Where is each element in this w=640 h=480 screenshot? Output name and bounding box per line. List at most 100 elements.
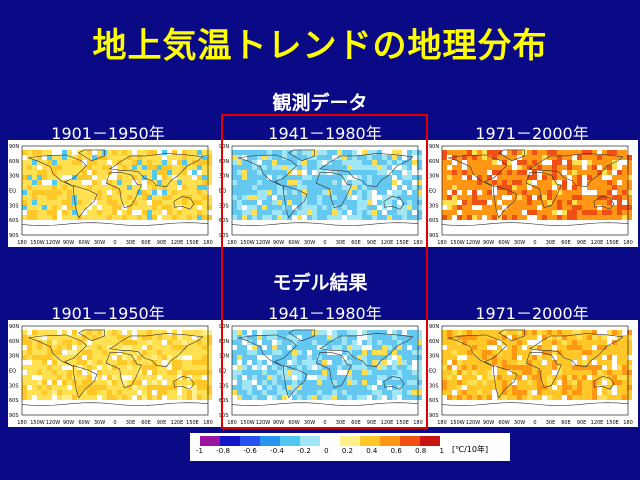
trend-cell xyxy=(577,395,582,400)
trend-cell xyxy=(607,395,612,400)
trend-cell xyxy=(27,165,32,170)
trend-cell xyxy=(447,350,452,355)
trend-cell xyxy=(267,185,272,190)
trend-cell xyxy=(167,200,172,205)
trend-cell xyxy=(22,390,27,395)
trend-cell xyxy=(87,215,92,220)
trend-cell xyxy=(377,350,382,355)
lon-tick-label: 120E xyxy=(381,240,394,246)
trend-cell xyxy=(492,350,497,355)
coastline xyxy=(283,185,308,219)
trend-cell xyxy=(472,375,477,380)
trend-cell xyxy=(527,355,532,360)
trend-cell xyxy=(297,215,302,220)
trend-cell xyxy=(542,200,547,205)
trend-cell xyxy=(317,165,322,170)
trend-cell xyxy=(207,180,212,185)
trend-cell xyxy=(442,210,447,215)
trend-cell xyxy=(342,190,347,195)
trend-cell xyxy=(122,165,127,170)
trend-cell xyxy=(172,210,177,215)
trend-cell xyxy=(477,175,482,180)
trend-cell xyxy=(167,345,172,350)
trend-cell xyxy=(467,330,472,335)
trend-cell xyxy=(87,355,92,360)
trend-cell xyxy=(387,350,392,355)
trend-cell xyxy=(627,350,632,355)
trend-cell xyxy=(572,190,577,195)
trend-cell xyxy=(142,150,147,155)
trend-cell xyxy=(87,155,92,160)
trend-cell xyxy=(27,160,32,165)
trend-cell xyxy=(512,360,517,365)
trend-cell xyxy=(482,395,487,400)
trend-cell xyxy=(117,200,122,205)
trend-cell xyxy=(37,160,42,165)
trend-cell xyxy=(462,360,467,365)
trend-cell xyxy=(367,330,372,335)
trend-cell xyxy=(397,340,402,345)
trend-cell xyxy=(142,170,147,175)
trend-cell xyxy=(392,395,397,400)
trend-cell xyxy=(417,185,422,190)
trend-cell xyxy=(567,200,572,205)
trend-cell xyxy=(492,335,497,340)
trend-cell xyxy=(467,360,472,365)
trend-cell xyxy=(557,185,562,190)
trend-cell xyxy=(382,195,387,200)
trend-cell xyxy=(122,350,127,355)
trend-cell xyxy=(392,345,397,350)
trend-cell xyxy=(37,175,42,180)
lon-tick-label: 30W xyxy=(304,240,315,246)
trend-cell xyxy=(82,385,87,390)
trend-cell xyxy=(202,365,207,370)
colorbar-segment xyxy=(320,436,340,446)
trend-cell xyxy=(482,160,487,165)
trend-cell xyxy=(382,155,387,160)
trend-cell xyxy=(102,365,107,370)
map-frame xyxy=(21,325,209,416)
trend-cell xyxy=(317,385,322,390)
trend-cell xyxy=(262,380,267,385)
trend-cell xyxy=(122,395,127,400)
trend-cell xyxy=(42,375,47,380)
trend-cell xyxy=(122,345,127,350)
trend-cell xyxy=(247,150,252,155)
trend-cell xyxy=(342,170,347,175)
trend-cell xyxy=(92,180,97,185)
trend-cell xyxy=(392,195,397,200)
trend-cell xyxy=(322,180,327,185)
trend-cell xyxy=(372,185,377,190)
trend-cell xyxy=(452,355,457,360)
trend-cell xyxy=(57,335,62,340)
trend-cell xyxy=(512,355,517,360)
observed-heading: 観測データ xyxy=(272,92,368,114)
lon-tick-label: 120E xyxy=(171,240,184,246)
trend-cell xyxy=(252,390,257,395)
trend-cell xyxy=(42,190,47,195)
trend-cell xyxy=(417,360,422,365)
trend-cell xyxy=(407,390,412,395)
trend-cell xyxy=(382,360,387,365)
trend-cell xyxy=(357,205,362,210)
trend-cell xyxy=(482,210,487,215)
colorbar-segment xyxy=(280,436,300,446)
trend-cell xyxy=(102,195,107,200)
trend-cell xyxy=(382,200,387,205)
trend-cell xyxy=(42,205,47,210)
trend-cell xyxy=(52,195,57,200)
trend-cell xyxy=(477,345,482,350)
trend-cell xyxy=(232,205,237,210)
trend-cell xyxy=(407,330,412,335)
trend-cell xyxy=(92,355,97,360)
trend-cell xyxy=(612,370,617,375)
trend-cell xyxy=(317,180,322,185)
colorbar-segment xyxy=(400,436,420,446)
trend-cell xyxy=(22,380,27,385)
trend-cell xyxy=(282,155,287,160)
lon-tick-label: 120W xyxy=(46,240,61,246)
trend-cell xyxy=(497,380,502,385)
trend-cell xyxy=(207,150,212,155)
trend-cell xyxy=(372,155,377,160)
trend-cell xyxy=(87,210,92,215)
